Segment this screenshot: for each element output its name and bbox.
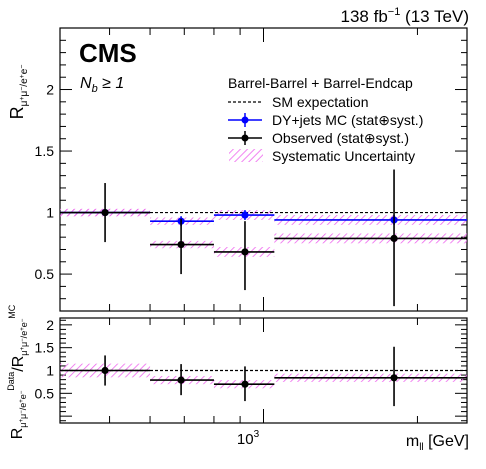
legend-item-sm: SM expectation <box>272 94 369 110</box>
double-ratio-panel: 0.5 1 1.5 2 Rμ+μ−/e+e−Data/Rμ+μ−/e+e−MC 103… <box>6 304 469 453</box>
observed-point <box>241 380 249 388</box>
y-tick-label: 0.5 <box>35 266 55 282</box>
mc-point <box>241 211 249 219</box>
y-tick-label: 0.5 <box>35 385 55 401</box>
ratio-panel: 0.5 1 1.5 2 CMS Nb ≥ 1 Rμ+μ−/e+e− Barrel-Ba… <box>7 27 468 312</box>
top-plot-frame <box>59 27 468 312</box>
legend-item-mc: DY+jets MC (stat⊕syst.) <box>272 112 423 128</box>
observed-point <box>101 208 109 217</box>
legend-obs-marker <box>241 134 249 142</box>
legend: Barrel-Barrel + Barrel-Endcap SM expecta… <box>228 75 423 164</box>
y-tick-label: 1 <box>46 205 54 221</box>
bottom-axis-ticks: 0.5 1 1.5 2 <box>35 317 467 423</box>
legend-item-obs: Observed (stat⊕syst.) <box>272 130 409 146</box>
top-data-marks <box>60 169 467 307</box>
observed-point <box>390 374 398 382</box>
observed-point <box>241 248 249 256</box>
observed-point <box>177 240 185 249</box>
y-tick-label: 2 <box>46 317 54 333</box>
y-tick-label: 2 <box>46 82 54 98</box>
observed-point <box>101 366 109 375</box>
bottom-y-axis-title: Rμ+μ−/e+e−Data/Rμ+μ−/e+e−MC <box>6 304 29 439</box>
legend-header: Barrel-Barrel + Barrel-Endcap <box>228 75 413 91</box>
y-tick-label: 1 <box>46 363 54 379</box>
x-axis-title: mll [GeV] <box>406 433 469 453</box>
observed-point <box>390 234 398 243</box>
top-axis-ticks: 0.5 1 1.5 2 <box>35 27 467 312</box>
y-tick-label: 1.5 <box>35 340 55 356</box>
observed-point <box>177 376 185 384</box>
lumi-label: 138 fb−1 (13 TeV) <box>341 6 469 26</box>
legend-mc-marker <box>241 116 249 124</box>
legend-item-syst: Systematic Uncertainty <box>272 148 415 164</box>
top-systematic-bands <box>60 208 467 257</box>
bottom-data-marks <box>60 346 467 407</box>
x-tick-label-1000: 103 <box>237 429 260 448</box>
y-tick-label: 1.5 <box>35 143 55 159</box>
top-y-axis-title: Rμ+μ−/e+e− <box>7 65 30 120</box>
nb-label: Nb ≥ 1 <box>80 75 124 95</box>
legend-hatch-swatch <box>229 149 263 162</box>
cms-label: CMS <box>79 38 137 68</box>
